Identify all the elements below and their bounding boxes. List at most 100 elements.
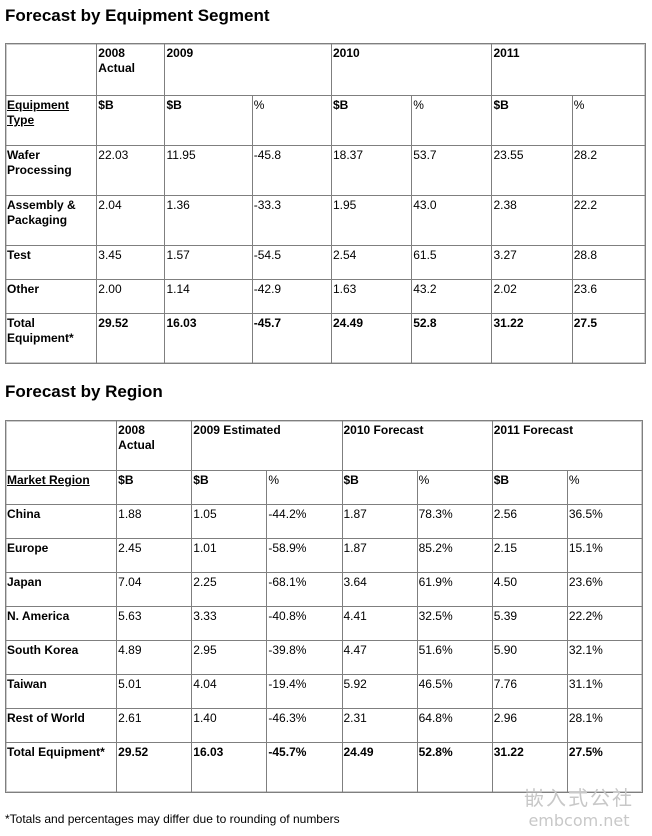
header-text: 2008 Actual [118, 423, 155, 452]
subheader-cell: $B [164, 95, 253, 146]
table-cell: 24.49 [341, 742, 418, 793]
table-cell: 4.47 [341, 640, 418, 675]
table-cell: 15.1% [566, 538, 644, 573]
table-cell: -39.8% [266, 640, 343, 675]
table-cell: 1.63 [330, 279, 413, 314]
row-label: Other [4, 279, 98, 314]
table-cell: 2.45 [116, 538, 193, 573]
table-cell: 1.95 [330, 195, 413, 246]
table-cell: 1.88 [116, 504, 193, 539]
subheader-cell: % [251, 95, 332, 146]
watermark: 嵌入式公社 embcom.net [524, 782, 634, 830]
table-cell: 2.00 [96, 279, 166, 314]
row-label: Rest of World [4, 708, 118, 743]
table-cell: 1.87 [341, 538, 418, 573]
header-text: 2008 Actual [98, 46, 135, 75]
table-cell: 61.9% [416, 572, 493, 607]
table-cell: -58.9% [266, 538, 343, 573]
row-label: Total Equipment* [4, 742, 118, 793]
segment-forecast-table: 2008 Actual 2009 2010 2011 Equipment Typ… [4, 43, 647, 364]
subheader-cell: % [411, 95, 493, 146]
table-cell: 27.5% [566, 742, 644, 793]
table-cell: -40.8% [266, 606, 343, 641]
table-cell: 53.7 [411, 145, 493, 196]
table-cell: 2.02 [491, 279, 573, 314]
table-cell: 32.5% [416, 606, 493, 641]
table-cell: 2.31 [341, 708, 418, 743]
subheader-cell: $B [330, 95, 413, 146]
table-header-row: 2008 Actual 2009 2010 2011 [4, 43, 646, 96]
table-cell: 46.5% [416, 674, 493, 709]
table-cell: 4.04 [191, 674, 268, 709]
table-cell: 78.3% [416, 504, 493, 539]
table-cell: 36.5% [566, 504, 644, 539]
subheader-cell: $B [491, 95, 573, 146]
row-label: Taiwan [4, 674, 118, 709]
row-label: Test [4, 245, 98, 280]
table-cell: 22.03 [96, 145, 166, 196]
table-cell: 2.04 [96, 195, 166, 246]
table-cell: 5.92 [341, 674, 418, 709]
table-cell: 3.27 [491, 245, 573, 280]
table-cell: 61.5 [411, 245, 493, 280]
table-subheader-row: Equipment Type $B $B % $B % $B % [4, 95, 647, 146]
table-cell: 1.14 [164, 279, 253, 314]
row-label: Assembly & Packaging [4, 195, 98, 246]
table-row: Wafer Processing 22.03 11.95 -45.8 18.37… [4, 145, 647, 196]
table-cell: 28.1% [566, 708, 644, 743]
table-cell: 7.04 [116, 572, 193, 607]
table-cell: 3.45 [96, 245, 166, 280]
table-cell: 23.6% [566, 572, 644, 607]
watermark-title: 嵌入式公社 [524, 786, 634, 810]
table-cell: 31.22 [491, 313, 573, 364]
header-cell [4, 43, 98, 96]
table-header-row: 2008 Actual 2009 Estimated 2010 Forecast… [4, 420, 644, 471]
footnote: *Totals and percentages may differ due t… [5, 812, 340, 826]
table-cell: 2.96 [491, 708, 568, 743]
table-cell: 2.25 [191, 572, 268, 607]
region-forecast-table: 2008 Actual 2009 Estimated 2010 Forecast… [4, 420, 644, 793]
header-cell: 2011 [491, 43, 646, 96]
table-cell: 18.37 [330, 145, 413, 196]
table-cell: 28.2 [571, 145, 647, 196]
table-row: Rest of World 2.61 1.40 -46.3% 2.31 64.8… [4, 708, 644, 743]
subheader-cell: $B [341, 470, 418, 505]
row-label: Japan [4, 572, 118, 607]
table-cell: 16.03 [164, 313, 253, 364]
table-cell: 2.54 [330, 245, 413, 280]
table-row: Europe 2.45 1.01 -58.9% 1.87 85.2% 2.15 … [4, 538, 644, 573]
row-label: Wafer Processing [4, 145, 98, 196]
row-label: South Korea [4, 640, 118, 675]
subheader-cell: % [571, 95, 647, 146]
table-cell: 4.50 [491, 572, 568, 607]
table-cell: 2.61 [116, 708, 193, 743]
table-cell: 1.36 [164, 195, 253, 246]
table-row: Assembly & Packaging 2.04 1.36 -33.3 1.9… [4, 195, 647, 246]
table-cell: 31.1% [566, 674, 644, 709]
header-cell [4, 420, 118, 471]
table-cell: 2.15 [491, 538, 568, 573]
table-cell: 52.8% [416, 742, 493, 793]
subheader-cell: Market Region [4, 470, 118, 505]
table-cell: -42.9 [251, 279, 332, 314]
subheader-cell: $B [116, 470, 193, 505]
table-cell: 28.8 [571, 245, 647, 280]
row-label: China [4, 504, 118, 539]
table-cell: 52.8 [411, 313, 493, 364]
table-cell: -45.8 [251, 145, 332, 196]
subheader-cell: % [566, 470, 644, 505]
table-cell: 1.01 [191, 538, 268, 573]
row-label: Europe [4, 538, 118, 573]
table-cell: 23.55 [491, 145, 573, 196]
subheader-cell: $B [191, 470, 268, 505]
table-row: Test 3.45 1.57 -54.5 2.54 61.5 3.27 28.8 [4, 245, 647, 280]
table-cell: -45.7 [251, 313, 332, 364]
table-cell: 1.05 [191, 504, 268, 539]
table-total-row: Total Equipment* 29.52 16.03 -45.7 24.49… [4, 313, 647, 364]
table-cell: 4.41 [341, 606, 418, 641]
table-total-row: Total Equipment* 29.52 16.03 -45.7% 24.4… [4, 742, 644, 793]
row-label: N. America [4, 606, 118, 641]
segment-forecast-title: Forecast by Equipment Segment [5, 6, 270, 25]
subheader-cell: % [266, 470, 343, 505]
table-cell: 43.2 [411, 279, 493, 314]
